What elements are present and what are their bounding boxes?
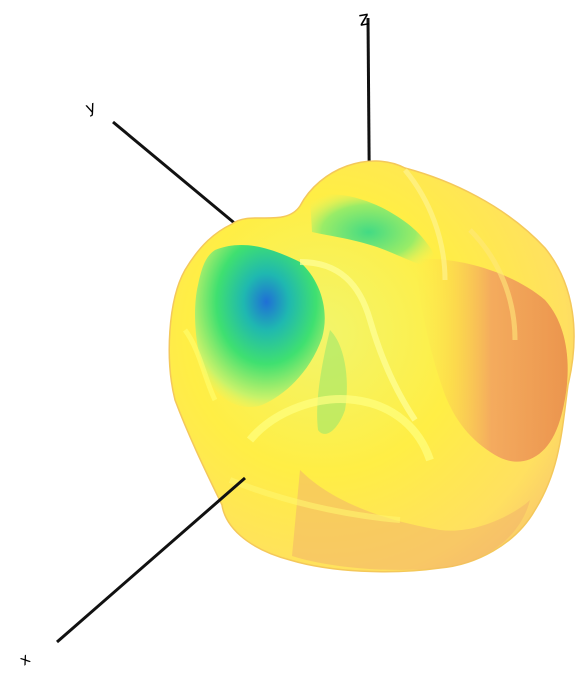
- y-axis-line: [112, 120, 239, 228]
- surface-body: [168, 160, 575, 573]
- x-axis-line: [56, 476, 246, 644]
- z-axis-label: z: [357, 5, 372, 30]
- x-axis-label: x: [16, 649, 34, 669]
- y-axis-label: y: [83, 97, 98, 118]
